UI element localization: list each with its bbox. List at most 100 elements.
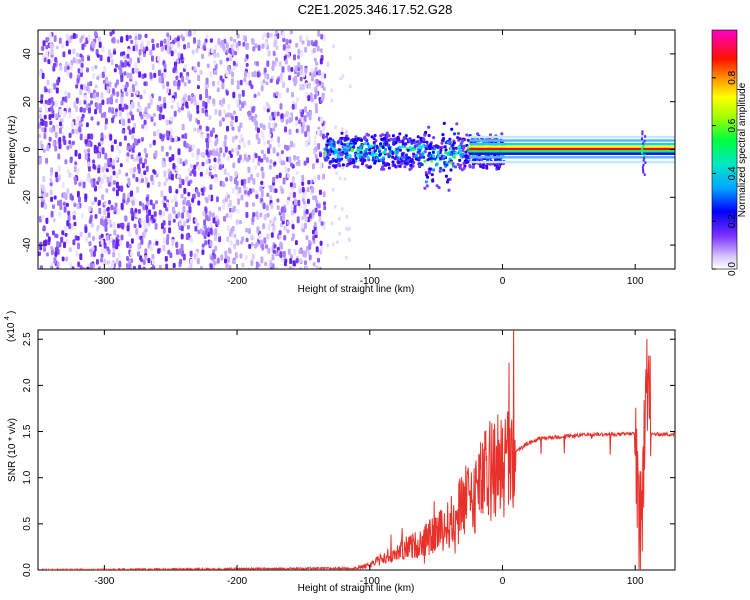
heatmap-cell: [218, 206, 221, 211]
heatmap-cell: [121, 129, 125, 134]
heatmap-cell: [103, 258, 107, 266]
heatmap-cell: [643, 154, 646, 157]
heatmap-cell: [228, 247, 231, 254]
heatmap-cell: [331, 188, 335, 192]
heatmap-cell: [48, 32, 52, 40]
heatmap-cell: [192, 144, 195, 150]
heatmap-cell: [237, 157, 241, 164]
heatmap-cell: [269, 195, 273, 201]
heatmap-cell: [279, 103, 283, 110]
heatmap-cell: [236, 85, 240, 90]
heatmap-cell: [143, 148, 147, 154]
heatmap-cell: [301, 186, 305, 193]
heatmap-cell: [110, 59, 114, 66]
heatmap-cell: [305, 140, 309, 147]
heatmap-cell: [55, 233, 59, 239]
heatmap-cell: [299, 267, 303, 269]
heatmap-cell: [123, 135, 127, 141]
heatmap-cell: [331, 157, 335, 161]
heatmap-cell: [388, 150, 392, 154]
heatmap-cell: [101, 71, 105, 78]
heatmap-cell: [181, 75, 185, 83]
heatmap-cell: [133, 123, 137, 129]
heatmap-cell: [183, 187, 187, 195]
x-tick-label: -300: [94, 576, 114, 587]
heatmap-cell: [300, 111, 304, 118]
heatmap-cell: [118, 103, 122, 111]
heatmap-cell: [173, 110, 177, 117]
heatmap-cell: [251, 188, 255, 193]
heatmap-cell: [174, 201, 178, 208]
heatmap-cell: [112, 221, 116, 229]
heatmap-cell: [76, 190, 80, 198]
heatmap-cell: [412, 138, 416, 142]
heatmap-cell: [72, 57, 76, 64]
heatmap-cell: [313, 139, 317, 146]
carrier-band: [469, 156, 675, 159]
heatmap-cell: [68, 49, 71, 55]
heatmap-cell: [90, 92, 93, 99]
heatmap-cell: [100, 257, 103, 263]
heatmap-cell: [458, 145, 461, 149]
heatmap-cell: [117, 252, 121, 258]
heatmap-cell: [304, 67, 308, 75]
heatmap-cell: [137, 163, 141, 170]
heatmap-cell: [158, 264, 162, 269]
heatmap-cell: [479, 164, 483, 168]
heatmap-cell: [214, 228, 218, 234]
heatmap-cell: [229, 175, 233, 182]
heatmap-cell: [326, 63, 330, 68]
heatmap-cell: [431, 168, 435, 172]
heatmap-cell: [295, 170, 299, 175]
heatmap-cell: [52, 140, 56, 147]
heatmap-cell: [268, 143, 272, 149]
heatmap-cell: [41, 72, 45, 79]
heatmap-cell: [243, 142, 247, 148]
heatmap-cell: [236, 208, 240, 214]
heatmap-cell: [191, 49, 195, 55]
heatmap-cell: [163, 202, 167, 208]
heatmap-cell: [308, 254, 312, 261]
heatmap-cell: [177, 79, 181, 87]
heatmap-cell: [421, 153, 425, 157]
heatmap-cell: [101, 147, 105, 155]
heatmap-cell: [155, 173, 159, 178]
snr-series-line: [38, 330, 675, 570]
heatmap-cell: [318, 210, 322, 217]
heatmap-cell: [256, 127, 260, 133]
heatmap-cell: [190, 164, 193, 169]
heatmap-cell: [346, 148, 350, 152]
heatmap-cell: [340, 136, 344, 140]
heatmap-cell: [115, 189, 119, 197]
heatmap-cell: [252, 212, 256, 217]
heatmap-cell: [363, 158, 367, 162]
heatmap-cell: [643, 139, 646, 143]
heatmap-cell: [307, 251, 311, 256]
heatmap-cell: [90, 222, 94, 228]
heatmap-cell: [314, 230, 318, 236]
heatmap-cell: [120, 185, 124, 192]
heatmap-cell: [135, 228, 139, 235]
heatmap-cell: [333, 205, 337, 209]
heatmap-cell: [240, 240, 244, 245]
heatmap-cell: [237, 198, 241, 205]
heatmap-cell: [193, 127, 197, 132]
heatmap-cell: [75, 122, 79, 129]
heatmap-cell: [265, 81, 269, 86]
heatmap-cell: [462, 144, 466, 148]
heatmap-cell: [373, 143, 377, 147]
heatmap-cell: [459, 163, 463, 167]
heatmap-cell: [213, 59, 217, 66]
heatmap-cell: [303, 204, 307, 211]
heatmap-cell: [58, 37, 62, 44]
heatmap-cell: [345, 214, 349, 219]
heatmap-cell: [191, 197, 195, 203]
heatmap-cell: [122, 51, 126, 56]
heatmap-cell: [87, 141, 91, 148]
x-tick-label: -100: [360, 276, 380, 287]
heatmap-cell: [332, 242, 335, 247]
heatmap-cell: [151, 43, 155, 51]
heatmap-cell: [278, 92, 282, 99]
heatmap-cell: [485, 164, 489, 168]
heatmap-cell: [293, 198, 297, 206]
